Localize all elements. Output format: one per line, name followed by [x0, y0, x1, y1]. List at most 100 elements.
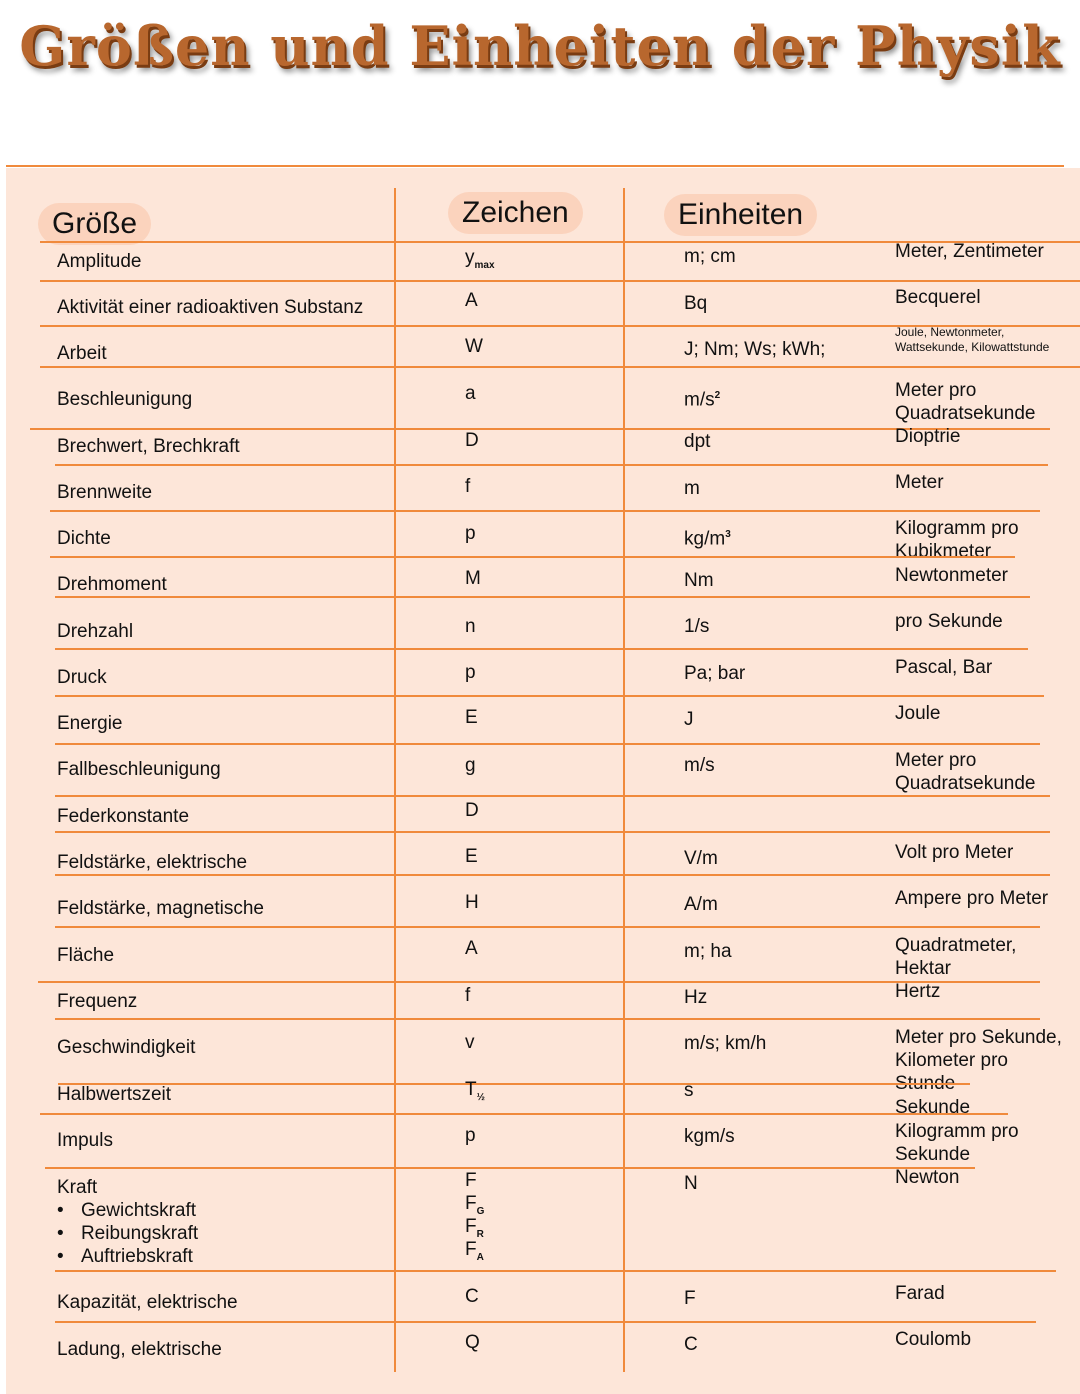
text: Coulomb — [895, 1329, 972, 1350]
quantity-cell: Arbeit — [57, 342, 107, 365]
text: kg/m — [684, 528, 726, 550]
unit-cell: J — [684, 708, 694, 731]
quantity-cell: Geschwindigkeit — [57, 1036, 195, 1059]
header-symbol: Zeichen — [448, 192, 583, 234]
unit-cell: A/m — [684, 893, 718, 916]
bullet-item: • Auftriebskraft — [57, 1245, 193, 1268]
row-divider — [55, 464, 1048, 466]
text: s — [684, 1080, 694, 1101]
symbol-cell: W — [465, 335, 483, 358]
subscript: A — [476, 1251, 484, 1263]
unit-name-cell: Kilogramm pro Sekunde — [895, 1120, 1019, 1166]
text: Hertz — [895, 981, 941, 1002]
symbol-cell: F — [465, 1169, 477, 1192]
text: Meter pro Sekunde, Kilometer pro Stunde — [895, 1027, 1062, 1094]
unit-name-cell: Meter, Zentimeter — [895, 240, 1044, 263]
text: • — [57, 1223, 69, 1244]
unit-name-cell: Meter pro Quadratsekunde — [895, 749, 1036, 795]
text: Newtonmeter — [895, 565, 1008, 586]
text: Newton — [895, 1167, 960, 1188]
subscript: R — [476, 1228, 484, 1240]
text: F — [465, 1193, 477, 1214]
text: Volt pro Meter — [895, 842, 1014, 863]
symbol-cell: M — [465, 567, 481, 590]
unit-name-cell: Hertz — [895, 980, 940, 1003]
text: m/s — [684, 389, 715, 411]
row-divider — [55, 596, 1030, 598]
text: Federkonstante — [57, 806, 190, 827]
quantity-cell: Drehzahl — [57, 620, 133, 643]
text: Kapazität, elektrische — [57, 1292, 238, 1313]
subscript: ½ — [476, 1091, 485, 1103]
symbol-cell: n — [465, 615, 476, 638]
row-divider — [55, 695, 1044, 697]
unit-name-cell: Newtonmeter — [895, 564, 1008, 587]
row-divider — [55, 1018, 1040, 1020]
quantity-cell: Amplitude — [57, 250, 142, 273]
symbol-cell: A — [465, 937, 478, 960]
unit-cell: 1/s — [684, 615, 709, 638]
text: Meter — [895, 472, 944, 493]
symbol-cell: H — [465, 891, 479, 914]
row-divider — [55, 648, 1028, 650]
quantity-cell: Kraft — [57, 1176, 97, 1199]
text: Becquerel — [895, 287, 981, 308]
subscript: G — [476, 1205, 485, 1217]
table-background — [6, 168, 1080, 1394]
header-quantity: Größe — [38, 203, 152, 245]
text: p — [465, 662, 476, 683]
unit-name-cell: Pascal, Bar — [895, 656, 992, 679]
unit-cell: Bq — [684, 292, 707, 315]
row-divider — [55, 831, 1050, 833]
unit-cell: m; ha — [684, 940, 732, 963]
text: Bq — [684, 293, 708, 314]
text: 1/s — [684, 616, 710, 637]
text: v — [465, 1032, 475, 1053]
row-divider — [38, 981, 1040, 983]
text: C — [465, 1286, 479, 1307]
text: Brennweite — [57, 482, 153, 503]
row-divider — [55, 926, 1040, 928]
unit-name-cell: Newton — [895, 1166, 959, 1189]
quantity-cell: Beschleunigung — [57, 388, 192, 411]
text: C — [684, 1334, 698, 1355]
row-divider — [50, 556, 1015, 558]
page-title: Größen und Einheiten der Physik — [19, 14, 1061, 78]
unit-cell: J; Nm; Ws; kWh; — [684, 338, 825, 361]
symbol-cell: E — [465, 706, 478, 729]
text: Meter, Zentimeter — [895, 241, 1044, 262]
unit-name-cell: Joule — [895, 702, 940, 725]
text: Arbeit — [57, 343, 107, 364]
text: m — [684, 478, 700, 499]
text: Dichte — [57, 528, 111, 549]
text: Gewichtskraft — [80, 1200, 197, 1221]
text: Nm — [684, 570, 714, 591]
text: Sekunde — [895, 1097, 971, 1118]
unit-name-cell: Becquerel — [895, 286, 981, 309]
text: H — [465, 892, 479, 913]
divider — [6, 165, 1064, 167]
row-divider — [55, 1270, 1056, 1272]
header-units: Einheiten — [664, 194, 818, 236]
symbol-cell: f — [465, 984, 470, 1007]
unit-cell: C — [684, 1333, 698, 1356]
superscript: 2 — [714, 390, 721, 401]
unit-name-cell: Meter pro Sekunde, Kilometer pro Stunde — [895, 1026, 1062, 1095]
text: dpt — [684, 431, 711, 452]
text: m/s; km/h — [684, 1033, 767, 1054]
text: Pascal, Bar — [895, 657, 993, 678]
unit-name-cell: Dioptrie — [895, 425, 960, 448]
text: Farad — [895, 1283, 945, 1304]
text: J; Nm; Ws; kWh; — [684, 339, 826, 360]
text: Joule, Newtonmeter, Wattsekunde, Kilowat… — [895, 325, 1050, 354]
row-divider — [58, 1083, 970, 1085]
text: p — [465, 523, 476, 544]
text: M — [465, 568, 481, 589]
text: D — [465, 430, 479, 451]
divider — [40, 241, 1080, 243]
text: Geschwindigkeit — [57, 1037, 196, 1058]
quantity-cell: Feldstärke, elektrische — [57, 851, 247, 874]
unit-name-cell: Quadratmeter, Hektar — [895, 934, 1016, 980]
text: p — [465, 1125, 476, 1146]
text: kgm/s — [684, 1126, 735, 1147]
